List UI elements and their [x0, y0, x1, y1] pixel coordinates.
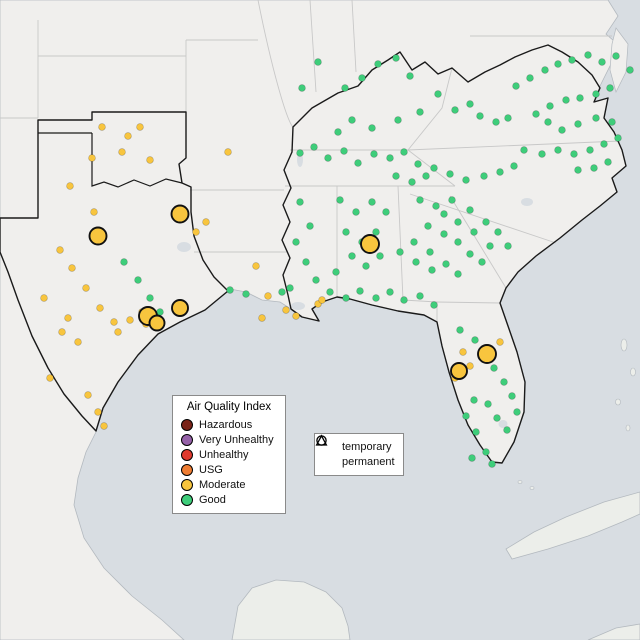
station-markers-temporary-large	[88, 204, 497, 380]
aqi-label-good: Good	[199, 493, 226, 506]
permanent-triangle-icon	[315, 434, 336, 468]
very-unhealthy-swatch-icon	[181, 433, 193, 446]
aqi-legend: Air Quality Index Hazardous Very Unhealt…	[172, 395, 286, 514]
region-outline-texas-oklahoma	[0, 111, 229, 432]
station-legend-row-permanent: permanent	[315, 434, 395, 469]
delmarva-peninsula	[609, 27, 629, 93]
aqi-legend-row-good: Good	[181, 492, 277, 507]
moderate-swatch-icon	[181, 478, 193, 491]
aqi-legend-row-moderate: Moderate	[181, 477, 277, 492]
station-label-temporary: temporary	[342, 440, 392, 453]
texas-oklahoma-interior-border	[38, 132, 183, 188]
aqi-label-unhealthy: Unhealthy	[199, 448, 249, 461]
aqi-legend-title: Air Quality Index	[186, 401, 272, 413]
aqi-legend-row-usg: USG	[181, 462, 277, 477]
caribbean-landmass	[587, 623, 640, 640]
hazardous-swatch-icon	[181, 418, 193, 431]
usg-swatch-icon	[181, 463, 193, 476]
region-outline-southeast	[281, 44, 627, 464]
station-label-permanent: permanent	[342, 455, 395, 468]
unhealthy-swatch-icon	[181, 448, 193, 461]
station-type-legend: temporary permanent	[314, 433, 404, 476]
aqi-label-hazardous: Hazardous	[199, 418, 253, 431]
aqi-label-very-unhealthy: Very Unhealthy	[199, 433, 274, 446]
station-legend-row-temporary: temporary	[316, 435, 395, 454]
aqi-legend-row-unhealthy: Unhealthy	[181, 447, 277, 462]
good-swatch-icon	[181, 493, 193, 506]
lakes	[177, 153, 533, 428]
aqi-legend-row-hazardous: Hazardous	[181, 417, 277, 432]
bahamas-islands	[517, 338, 636, 490]
cuba-landmass	[505, 491, 640, 560]
aqi-label-usg: USG	[199, 463, 223, 476]
state-borders	[0, 0, 621, 322]
station-markers-good	[120, 51, 634, 468]
aqi-label-moderate: Moderate	[199, 478, 246, 491]
yucatan-landmass	[231, 579, 351, 640]
aqi-legend-row-very-unhealthy: Very Unhealthy	[181, 432, 277, 447]
